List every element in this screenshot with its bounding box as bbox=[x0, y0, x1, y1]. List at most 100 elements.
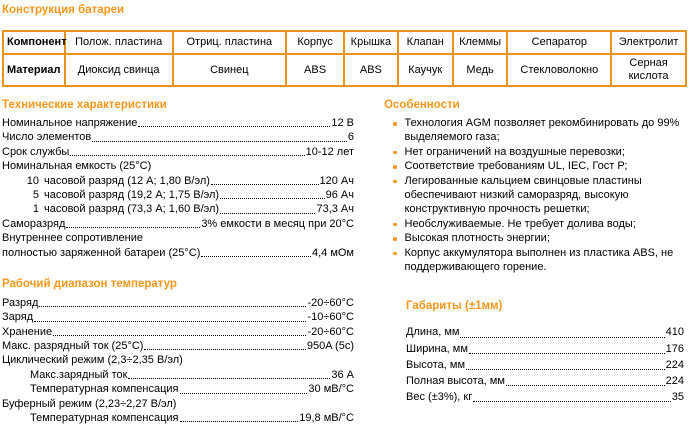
bullet-icon bbox=[393, 179, 397, 184]
spec-value: 120 Ач bbox=[319, 174, 354, 187]
spec-value: 224 bbox=[665, 358, 684, 371]
spec-label: полностью заряженной батареи (25°С) bbox=[2, 246, 201, 259]
spec-label: часовой разряд (12 А; 1,80 В/эл) bbox=[44, 174, 210, 187]
spec-label: Номинальная емкость (25°С) bbox=[2, 160, 152, 173]
dot-leader bbox=[466, 369, 665, 371]
feature-text: Соответствие требованиям UL, IEC, Гост Р… bbox=[404, 160, 628, 173]
table-column-header: Клеммы bbox=[451, 30, 509, 55]
spec-value: 96 Ач bbox=[325, 188, 354, 201]
dot-leader bbox=[201, 255, 311, 257]
right-column: Особенности Технология AGM позволяет рек… bbox=[384, 99, 684, 425]
table-column-header: Полож. пластина bbox=[63, 30, 174, 55]
dot-leader bbox=[92, 140, 347, 142]
table-column-header: Клапан bbox=[396, 30, 454, 55]
spec-label: Срок службы bbox=[2, 145, 70, 158]
spec-row: Высота, мм 224 bbox=[406, 357, 684, 373]
spec-row: Температурная компенсация 30 мВ/°С bbox=[2, 382, 354, 396]
dot-leader bbox=[468, 352, 665, 354]
table-cell: Диоксид свинца bbox=[63, 53, 174, 87]
dimensions-title: Габариты (±1мм) bbox=[406, 300, 503, 313]
dot-leader bbox=[460, 336, 665, 338]
spec-row: Циклический режим (2,3÷2,35 В/эл) bbox=[2, 353, 354, 367]
spec-label: Циклический режим (2,3÷2,35 В/эл) bbox=[2, 354, 183, 367]
tech-specs-title: Технические характеристики bbox=[2, 99, 167, 111]
spec-number: 5 bbox=[32, 188, 39, 201]
feature-text: Легированные кальцием свинцовые пластины… bbox=[404, 174, 642, 216]
spec-label: Саморазряд bbox=[2, 217, 66, 230]
feature-item: Высокая плотность энергии; bbox=[384, 231, 684, 245]
bullet-icon bbox=[393, 222, 397, 227]
feature-text: Технология AGM позволяет рекомбинировать… bbox=[404, 117, 680, 144]
table-cell: Медь bbox=[451, 53, 509, 87]
feature-item: Нет ограничений на воздушные перевозки; bbox=[384, 145, 684, 159]
spec-label: Разряд bbox=[2, 296, 39, 309]
bullet-icon bbox=[393, 165, 397, 169]
spec-label: Длина, мм bbox=[406, 326, 460, 339]
spec-row: Внутреннее сопротивление bbox=[2, 231, 354, 245]
construction-section-title: Конструкция батареи bbox=[2, 4, 125, 16]
spec-row: Вес (±3%), кг 35 bbox=[406, 389, 684, 405]
spec-row: Разряд -20÷60°С bbox=[2, 296, 354, 310]
spec-label: Температурная компенсация bbox=[30, 412, 179, 425]
feature-item: Корпус аккумулятора выполнен из пластика… bbox=[384, 246, 684, 275]
temp-range-list: Разряд -20÷60°С Заряд -10÷60°С Хранение -20÷6… bbox=[2, 296, 354, 426]
dot-leader bbox=[66, 227, 201, 229]
spec-label: Температурная компенсация bbox=[30, 383, 179, 396]
table-column-header: Крышка bbox=[342, 30, 399, 55]
spec-value: 36 А bbox=[331, 368, 354, 381]
dot-leader bbox=[220, 198, 325, 200]
spec-value: 410 bbox=[665, 326, 684, 339]
table-cell: Серная кислота bbox=[610, 53, 687, 87]
feature-item: Соответствие требованиям UL, IEC, Гост Р… bbox=[384, 159, 684, 173]
construction-table: Компонент Полож. пластина Отриц. пластина К… bbox=[2, 30, 687, 87]
spec-value: -20÷60°С bbox=[307, 325, 354, 338]
spec-row: полностью заряженной батареи (25°С) 4,4 м… bbox=[2, 246, 354, 260]
spec-row: Длина, мм 410 bbox=[406, 324, 684, 340]
spec-label: Буферный режим (2,23÷2,27 В/эл) bbox=[2, 397, 177, 410]
table-column-header: Отриц. пластина bbox=[171, 30, 288, 55]
dot-leader bbox=[220, 212, 316, 214]
tech-specs-list: Номинальное напряжение 12 В Число элементо… bbox=[2, 116, 354, 260]
spec-label: часовой разряд (73,3 А; 1,60 В/эл) bbox=[44, 203, 220, 216]
spec-row: Ширина, мм 176 bbox=[406, 341, 684, 357]
spec-value: -10÷60°С bbox=[307, 311, 354, 324]
table-corner-header: Компонент bbox=[2, 30, 67, 55]
left-column: Технические характеристики Номинальное н… bbox=[2, 99, 354, 425]
spec-row: Число элементов 6 bbox=[2, 130, 354, 144]
dot-leader bbox=[505, 385, 665, 387]
spec-label: часовой разряд (19,2 А; 1,75 В/эл) bbox=[44, 188, 220, 201]
spec-label: Номинальное напряжение bbox=[2, 117, 138, 129]
dimensions-list: Длина, мм 410 Ширина, мм 176 Высота, мм 224 По… bbox=[406, 324, 684, 405]
table-column-header: Сепаратор bbox=[506, 30, 613, 55]
spec-label: Вес (±3%), кг bbox=[406, 391, 473, 404]
spec-row: Заряд -10÷60°С bbox=[2, 310, 354, 324]
dot-leader bbox=[34, 320, 307, 322]
spec-label: Внутреннее сопротивление bbox=[2, 232, 143, 245]
dot-leader bbox=[70, 155, 305, 157]
feature-item: Необслуживаемые. Не требует долива воды; bbox=[384, 217, 684, 231]
spec-value: 6 bbox=[347, 131, 354, 144]
table-column-header: Корпус bbox=[285, 30, 345, 55]
spec-value: 35 bbox=[671, 391, 684, 404]
table-cell: Стекловолокно bbox=[506, 53, 613, 87]
spec-value: 73,3 Ач bbox=[316, 203, 354, 216]
table-cell: Свинец bbox=[171, 53, 288, 87]
spec-value: 30 мВ/°С bbox=[308, 383, 354, 396]
spec-label: Макс. разрядный ток (25°С) bbox=[2, 340, 144, 353]
dot-leader bbox=[179, 421, 299, 423]
dot-leader bbox=[144, 349, 306, 351]
feature-text: Корпус аккумулятора выполнен из пластика… bbox=[404, 246, 674, 274]
spec-value: 950A (5c) bbox=[306, 340, 354, 353]
bullet-icon bbox=[393, 122, 397, 126]
spec-row: Макс.зарядный ток 36 А bbox=[2, 368, 354, 382]
spec-row: 10 часовой разряд (12 А; 1,80 В/эл) 120 Ач bbox=[2, 174, 354, 188]
spec-row: Полная высота, мм 224 bbox=[406, 373, 684, 389]
features-list: Технология AGM позволяет рекомбинировать… bbox=[384, 116, 684, 274]
dot-leader bbox=[128, 378, 331, 380]
feature-text: Высокая плотность энергии; bbox=[404, 232, 550, 245]
table-cell: ABS bbox=[285, 53, 345, 87]
spec-row: 1 часовой разряд (73,3 А; 1,60 В/эл) 73,3 … bbox=[2, 202, 354, 216]
spec-label: Ширина, мм bbox=[406, 342, 468, 355]
feature-item: Легированные кальцием свинцовые пластины… bbox=[384, 174, 684, 217]
